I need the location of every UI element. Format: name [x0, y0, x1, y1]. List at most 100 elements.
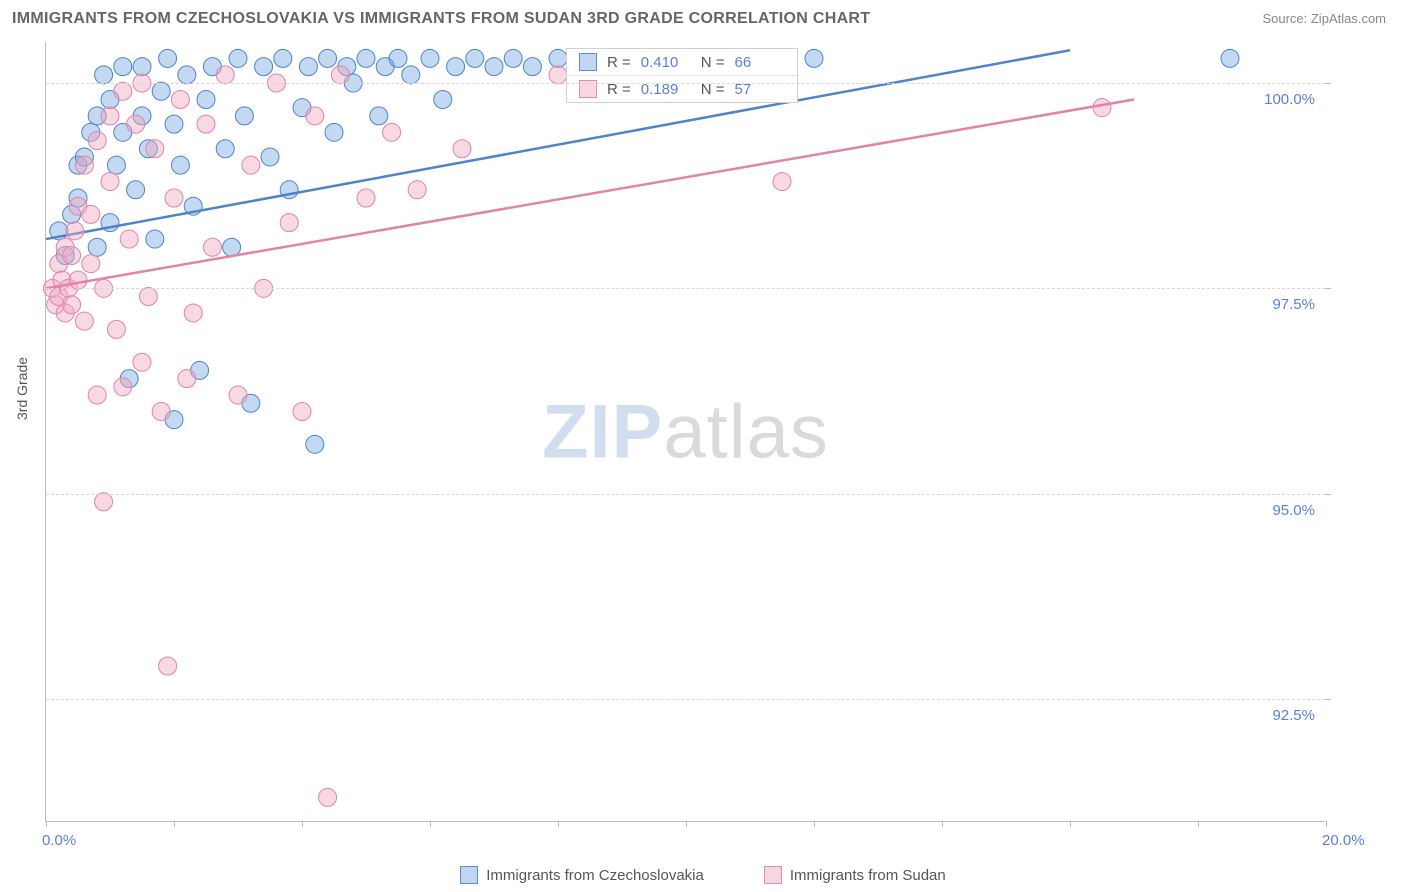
legend-swatch [764, 866, 782, 884]
data-point [159, 49, 177, 67]
data-point [447, 58, 465, 76]
data-point [408, 181, 426, 199]
x-tick [814, 821, 815, 827]
n-label: N = [701, 54, 725, 71]
data-point [139, 288, 157, 306]
data-point [773, 173, 791, 191]
data-point [152, 402, 170, 420]
bottom-legend: Immigrants from Czechoslovakia Immigrants… [0, 866, 1406, 884]
data-point [82, 205, 100, 223]
data-point [66, 222, 84, 240]
data-point [402, 66, 420, 84]
x-tick [430, 821, 431, 827]
data-point [383, 123, 401, 141]
chart-area: ZIPatlas R =0.410N =66R =0.189N =57 92.5… [45, 42, 1325, 822]
x-tick [1070, 821, 1071, 827]
data-point [229, 49, 247, 67]
data-point [197, 115, 215, 133]
data-point [216, 140, 234, 158]
data-point [197, 90, 215, 108]
data-point [127, 115, 145, 133]
y-tick [1325, 83, 1331, 84]
data-point [370, 107, 388, 125]
data-point [466, 49, 484, 67]
data-point [242, 156, 260, 174]
y-tick [1325, 494, 1331, 495]
data-point [95, 493, 113, 511]
y-tick-label: 92.5% [1272, 707, 1315, 724]
data-point [107, 320, 125, 338]
x-tick [302, 821, 303, 827]
data-point [95, 66, 113, 84]
y-tick [1325, 699, 1331, 700]
r-label: R = [607, 54, 631, 71]
data-point [1093, 99, 1111, 117]
data-point [146, 230, 164, 248]
data-point [63, 246, 81, 264]
data-point [504, 49, 522, 67]
n-value: 66 [735, 54, 785, 71]
data-point [280, 214, 298, 232]
data-point [306, 107, 324, 125]
data-point [178, 370, 196, 388]
data-point [152, 82, 170, 100]
data-point [223, 238, 241, 256]
data-point [255, 58, 273, 76]
data-point [325, 123, 343, 141]
data-point [331, 66, 349, 84]
data-point [434, 90, 452, 108]
data-point [127, 181, 145, 199]
legend-item: Immigrants from Czechoslovakia [460, 866, 704, 884]
legend-label: Immigrants from Sudan [790, 867, 946, 884]
y-tick-label: 95.0% [1272, 502, 1315, 519]
data-point [114, 378, 132, 396]
data-point [88, 386, 106, 404]
data-point [101, 173, 119, 191]
legend-swatch [460, 866, 478, 884]
data-point [229, 386, 247, 404]
gridline [46, 494, 1325, 495]
data-point [178, 66, 196, 84]
source-label: Source: ZipAtlas.com [1262, 11, 1386, 26]
data-point [216, 66, 234, 84]
data-point [1221, 49, 1239, 67]
data-point [75, 312, 93, 330]
data-point [549, 66, 567, 84]
x-tick-label: 20.0% [1322, 832, 1365, 849]
data-point [165, 189, 183, 207]
data-point [485, 58, 503, 76]
legend-row: R =0.189N =57 [567, 76, 797, 102]
data-point [165, 115, 183, 133]
data-point [82, 255, 100, 273]
gridline [46, 83, 1325, 84]
data-point [299, 58, 317, 76]
legend-swatch [579, 53, 597, 71]
data-point [523, 58, 541, 76]
x-tick [1326, 821, 1327, 827]
data-point [235, 107, 253, 125]
data-point [549, 49, 567, 67]
x-tick [1198, 821, 1199, 827]
legend-label: Immigrants from Czechoslovakia [486, 867, 704, 884]
legend-item: Immigrants from Sudan [764, 866, 946, 884]
data-point [146, 140, 164, 158]
x-tick [558, 821, 559, 827]
data-point [306, 435, 324, 453]
data-point [184, 304, 202, 322]
header: IMMIGRANTS FROM CZECHOSLOVAKIA VS IMMIGR… [0, 0, 1406, 36]
data-point [203, 238, 221, 256]
gridline [46, 288, 1325, 289]
data-point [114, 82, 132, 100]
data-point [120, 230, 138, 248]
data-point [261, 148, 279, 166]
data-point [319, 788, 337, 806]
y-axis-title: 3rd Grade [14, 357, 30, 420]
data-point [133, 58, 151, 76]
correlation-legend: R = 0.410 N = 66 R =0.189N =57 [566, 48, 798, 103]
data-point [357, 189, 375, 207]
data-point [107, 156, 125, 174]
data-point [453, 140, 471, 158]
x-tick-label: 0.0% [42, 832, 76, 849]
r-value: 0.410 [641, 54, 691, 71]
x-tick [942, 821, 943, 827]
